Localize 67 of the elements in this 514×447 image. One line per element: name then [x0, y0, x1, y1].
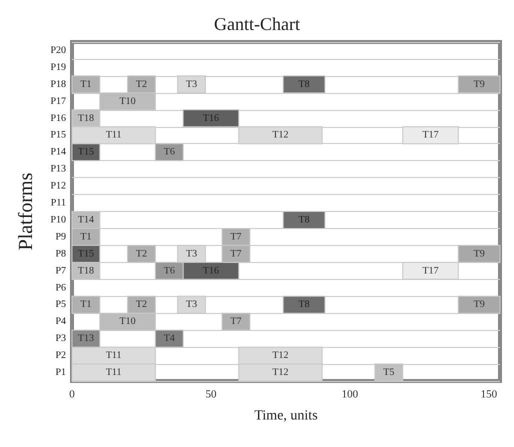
y-tick-label: P4	[55, 316, 66, 328]
series-label: T2	[136, 299, 148, 310]
y-tick-label: P14	[50, 146, 66, 158]
y-axis-title: Platforms	[15, 172, 37, 250]
text: T1	[80, 78, 92, 90]
text: T7	[230, 231, 242, 242]
series-label: T9	[474, 299, 485, 310]
y-tick-label: P16	[50, 112, 66, 124]
series-label: T1	[80, 299, 92, 310]
y-tick-label: P2	[55, 350, 66, 362]
text: T15	[78, 248, 94, 260]
y-tick-label: P3	[55, 333, 66, 344]
y-tick-label: P7	[55, 265, 66, 276]
text: T2	[136, 78, 148, 90]
y-tick-label: P5	[55, 299, 66, 310]
series-label: T7	[230, 316, 242, 328]
text: T12	[272, 130, 288, 141]
text: T3	[186, 78, 198, 90]
series-label: T13	[78, 333, 94, 344]
chart-title: Gantt-Chart	[214, 14, 300, 34]
y-tick-label: P19	[50, 62, 66, 73]
text: T17	[422, 130, 439, 141]
text: T9	[474, 78, 485, 90]
text: T1	[80, 231, 92, 242]
text: T8	[298, 78, 310, 90]
y-tick-label: P15	[50, 130, 66, 141]
series-label: T5	[383, 367, 394, 378]
y-tick-label: P17	[50, 96, 66, 107]
series-label: T10	[120, 316, 136, 328]
text: T2	[136, 248, 148, 260]
y-tick-label: P20	[50, 44, 66, 56]
text: T11	[106, 130, 122, 141]
text: T10	[120, 96, 136, 107]
text: T8	[298, 214, 310, 226]
series-label: T4	[164, 333, 175, 344]
text: T6	[164, 146, 175, 158]
y-tick-label: P12	[50, 180, 66, 192]
y-tick-label: P18	[50, 78, 66, 90]
x-axis-title: Time, units	[254, 408, 318, 424]
text: T12	[272, 367, 288, 378]
series-label: T16	[202, 265, 220, 276]
text: T7	[230, 248, 242, 260]
series-label: T14	[78, 214, 94, 226]
x-tick-label: 0	[69, 388, 76, 400]
y-tick-label: P13	[50, 164, 66, 175]
text: T9	[474, 248, 485, 260]
x-tick-label: 100	[342, 388, 359, 400]
series-label: T17	[422, 265, 439, 276]
y-tick-label: P11	[50, 198, 66, 209]
x-tick-label: 50	[205, 388, 217, 400]
series-label: T6	[164, 265, 175, 276]
series-label: T18	[78, 265, 94, 276]
series-label: T3	[186, 299, 198, 310]
text: T18	[78, 112, 94, 124]
y-tick-label: P10	[50, 214, 66, 226]
text: T3	[186, 248, 198, 260]
series-label: T15	[78, 146, 94, 158]
y-tick-label: P1	[55, 367, 66, 378]
y-tick-label: P9	[55, 231, 66, 242]
y-tick-label: P8	[55, 248, 66, 260]
text: T16	[202, 112, 220, 124]
x-tick-label: 150	[480, 388, 498, 400]
text: T11	[106, 367, 122, 378]
series-label: T11	[106, 350, 122, 362]
series-label: T8	[298, 299, 310, 310]
y-tick-label: P6	[55, 282, 66, 294]
series-label: T12	[272, 350, 288, 362]
